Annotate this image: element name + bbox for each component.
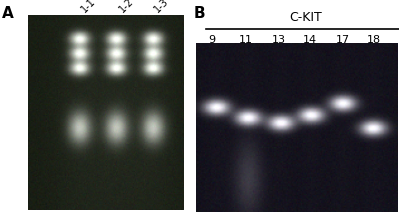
Text: 14: 14 [303,35,317,44]
Text: 13: 13 [272,35,286,44]
Text: A: A [2,6,14,21]
Text: B: B [194,6,205,21]
Text: 1-2: 1-2 [117,0,135,14]
Text: 9: 9 [209,35,216,44]
Text: 1-3: 1-3 [153,0,171,14]
Text: 11: 11 [239,35,253,44]
Text: 18: 18 [367,35,381,44]
Text: 1-1: 1-1 [79,0,98,14]
Text: 17: 17 [336,35,350,44]
Text: C-KIT: C-KIT [289,11,322,24]
